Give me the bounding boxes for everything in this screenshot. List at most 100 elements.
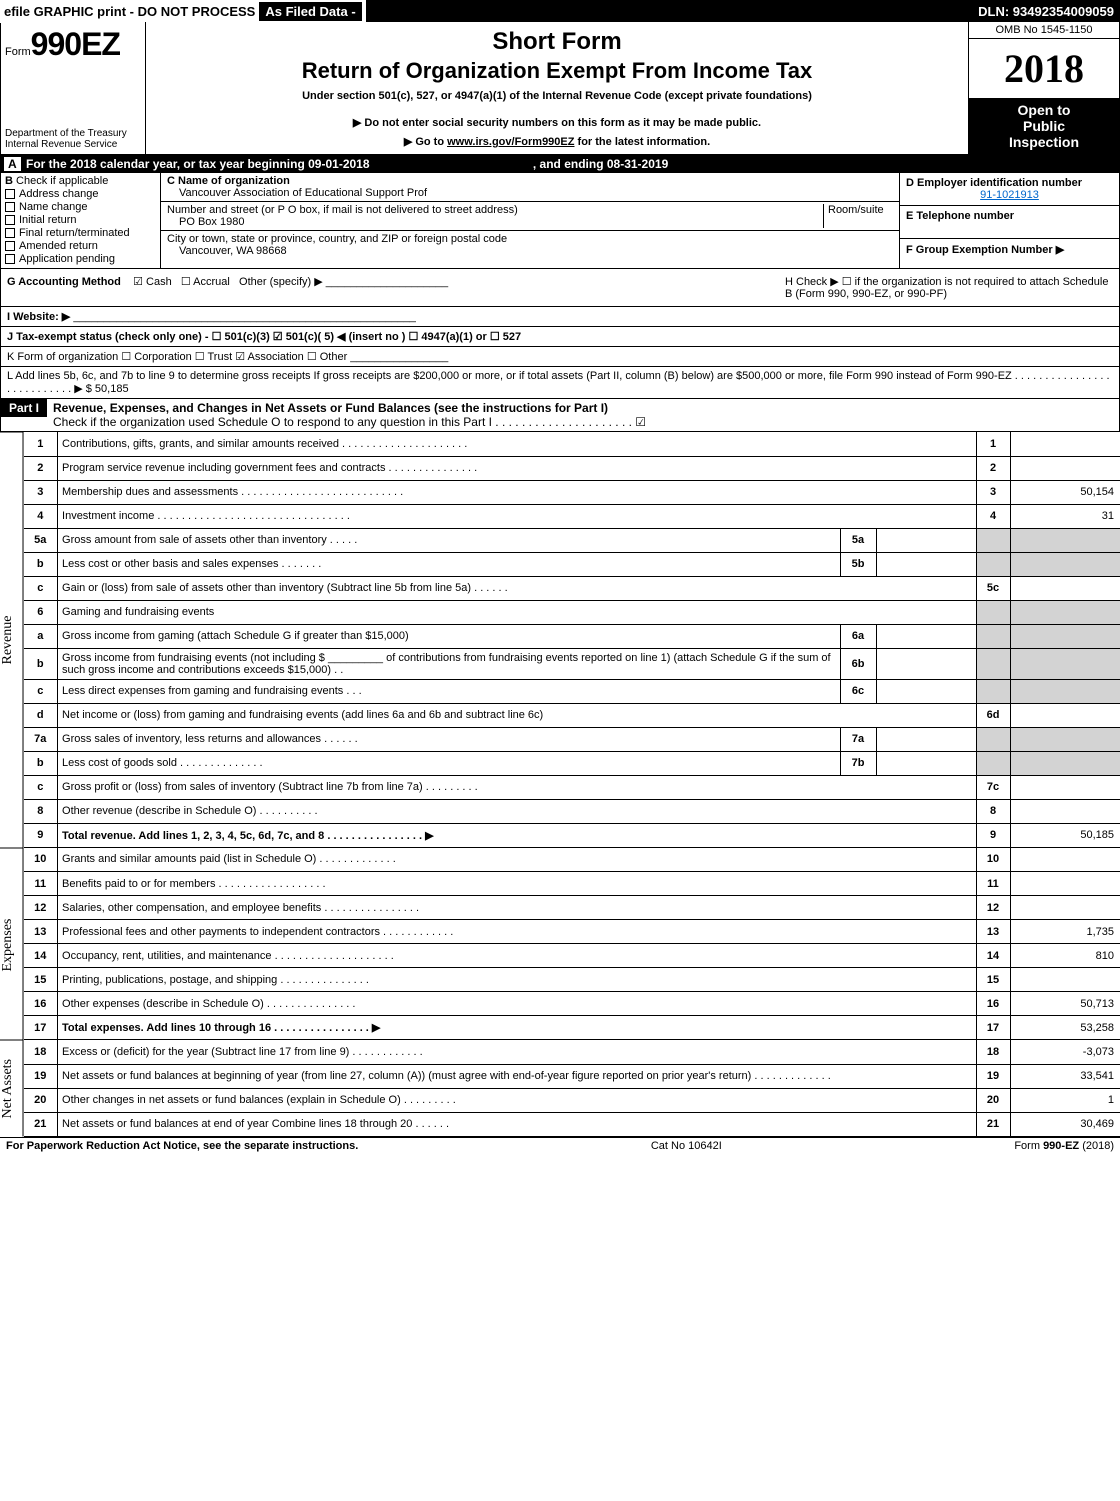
line-5c: cGain or (loss) from sale of assets othe…: [24, 576, 1120, 600]
year: 2018: [969, 39, 1119, 98]
line-15: 15Printing, publications, postage, and s…: [24, 968, 1120, 992]
dept2: Internal Revenue Service: [5, 139, 141, 150]
chk-pending[interactable]: Application pending: [5, 253, 156, 265]
d-col: D Employer identification number 91-1021…: [899, 173, 1119, 268]
c-city-row: City or town, state or province, country…: [161, 231, 899, 259]
line-12: 12Salaries, other compensation, and empl…: [24, 896, 1120, 920]
open2: Public: [973, 118, 1115, 134]
part1-row: Part I Revenue, Expenses, and Changes in…: [0, 399, 1120, 432]
c-addr: PO Box 1980: [167, 216, 244, 228]
net-table: 18Excess or (deficit) for the year (Subt…: [24, 1040, 1120, 1137]
line-7b: bLess cost of goods sold . . . . . . . .…: [24, 751, 1120, 775]
expenses-table: 10Grants and similar amounts paid (list …: [24, 848, 1120, 1041]
c-name-row: C Name of organization Vancouver Associa…: [161, 173, 899, 202]
side-expenses: Expenses: [0, 848, 24, 1041]
sub2: ▶ Do not enter social security numbers o…: [156, 116, 958, 129]
asfiled-text: As Filed Data -: [259, 2, 361, 21]
g-label: G Accounting Method: [7, 276, 121, 288]
dept: Department of the Treasury Internal Reve…: [5, 128, 141, 150]
chk-address[interactable]: Address change: [5, 188, 156, 200]
footer-right: Form 990-EZ (2018): [1014, 1140, 1114, 1152]
line-14: 14Occupancy, rent, utilities, and mainte…: [24, 944, 1120, 968]
g-accrual[interactable]: ☐ Accrual: [181, 276, 230, 288]
c-city: Vancouver, WA 98668: [167, 245, 893, 257]
revenue-table: 1Contributions, gifts, grants, and simil…: [24, 432, 1120, 848]
c-addr-label: Number and street (or P O box, if mail i…: [167, 204, 518, 216]
efile-label: efile GRAPHIC print - DO NOT PROCESS As …: [0, 0, 366, 23]
e-label: E Telephone number: [906, 210, 1113, 222]
f-group: F Group Exemption Number ▶: [900, 239, 1119, 260]
form-title-cell: Form990EZ Department of the Treasury Int…: [1, 22, 146, 154]
line-17: 17Total expenses. Add lines 10 through 1…: [24, 1016, 1120, 1040]
part1-check: Check if the organization used Schedule …: [53, 415, 646, 429]
open-box: Open to Public Inspection: [969, 98, 1119, 154]
cal-year-row: A For the 2018 calendar year, or tax yea…: [0, 155, 1120, 173]
sub1: Under section 501(c), 527, or 4947(a)(1)…: [156, 90, 958, 102]
short-form: Short Form: [156, 28, 958, 56]
l-label: L Add lines 5b, 6c, and 7b to line 9 to …: [7, 370, 1110, 395]
line-6c: cLess direct expenses from gaming and fu…: [24, 679, 1120, 703]
b-col: B Check if applicable Address change Nam…: [1, 173, 161, 268]
d-val[interactable]: 91-1021913: [906, 189, 1113, 201]
top-bar: efile GRAPHIC print - DO NOT PROCESS As …: [0, 0, 1120, 22]
efile-text: efile GRAPHIC print - DO NOT PROCESS: [4, 4, 255, 19]
chk-amended[interactable]: Amended return: [5, 240, 156, 252]
ending-text: , and ending 08-31-2019: [533, 157, 668, 171]
line-1: 1Contributions, gifts, grants, and simil…: [24, 432, 1120, 456]
expenses-block: Expenses 10Grants and similar amounts pa…: [0, 848, 1120, 1041]
dept1: Department of the Treasury: [5, 128, 141, 139]
bcdef-grid: B Check if applicable Address change Nam…: [0, 173, 1120, 269]
open1: Open to: [973, 102, 1115, 118]
chk-name[interactable]: Name change: [5, 201, 156, 213]
chk-final[interactable]: Final return/terminated: [5, 227, 156, 239]
line-5a: 5aGross amount from sale of assets other…: [24, 528, 1120, 552]
cal-year-text: For the 2018 calendar year, or tax year …: [26, 157, 370, 171]
e-phone: E Telephone number: [900, 206, 1119, 239]
g-cell: G Accounting Method ☑ Cash ☐ Accrual Oth…: [1, 269, 779, 306]
line-8: 8Other revenue (describe in Schedule O) …: [24, 799, 1120, 823]
chk-initial[interactable]: Initial return: [5, 214, 156, 226]
line-19: 19Net assets or fund balances at beginni…: [24, 1064, 1120, 1088]
line-18: 18Excess or (deficit) for the year (Subt…: [24, 1040, 1120, 1064]
revenue-block: Revenue 1Contributions, gifts, grants, a…: [0, 432, 1120, 848]
c-name-label: C Name of organization: [167, 175, 893, 187]
j-row: J Tax-exempt status (check only one) - ☐…: [0, 327, 1120, 347]
i-row: I Website: ▶ ___________________________…: [0, 307, 1120, 327]
line-5b: bLess cost or other basis and sales expe…: [24, 552, 1120, 576]
c-room: Room/suite: [823, 204, 893, 228]
side-net: Net Assets: [0, 1040, 24, 1137]
line-2: 2Program service revenue including gover…: [24, 456, 1120, 480]
open3: Inspection: [973, 134, 1115, 150]
form-num: 990EZ: [31, 26, 120, 62]
d-label: D Employer identification number: [906, 177, 1113, 189]
i-label: I Website: ▶: [7, 311, 70, 323]
h-cell: H Check ▶ ☐ if the organization is not r…: [779, 269, 1119, 306]
letter-a: A: [4, 157, 21, 171]
g-other[interactable]: Other (specify) ▶: [239, 276, 323, 288]
line-3: 3Membership dues and assessments . . . .…: [24, 480, 1120, 504]
part1-title: Revenue, Expenses, and Changes in Net As…: [53, 401, 608, 415]
part1-label: Part I: [1, 399, 47, 417]
line-10: 10Grants and similar amounts paid (list …: [24, 848, 1120, 872]
sub3: ▶ Go to www.irs.gov/Form990EZ for the la…: [156, 135, 958, 148]
side-revenue: Revenue: [0, 432, 24, 848]
irs-link[interactable]: www.irs.gov/Form990EZ: [447, 136, 574, 148]
k-label: K Form of organization ☐ Corporation ☐ T…: [7, 351, 347, 363]
f-label: F Group Exemption Number ▶: [906, 243, 1113, 256]
line-4: 4Investment income . . . . . . . . . . .…: [24, 504, 1120, 528]
b-label: B Check if applicable: [5, 175, 156, 187]
netassets-block: Net Assets 18Excess or (deficit) for the…: [0, 1040, 1120, 1137]
footer-left: For Paperwork Reduction Act Notice, see …: [6, 1140, 358, 1152]
form-header: Form990EZ Department of the Treasury Int…: [0, 22, 1120, 155]
g-cash[interactable]: ☑ Cash: [133, 276, 172, 288]
footer-mid: Cat No 10642I: [651, 1140, 722, 1152]
form-prefix: Form: [5, 46, 31, 58]
line-6: 6Gaming and fundraising events: [24, 600, 1120, 624]
gh-row: G Accounting Method ☑ Cash ☐ Accrual Oth…: [0, 269, 1120, 307]
line-11: 11Benefits paid to or for members . . . …: [24, 872, 1120, 896]
line-6d: dNet income or (loss) from gaming and fu…: [24, 703, 1120, 727]
line-6a: aGross income from gaming (attach Schedu…: [24, 624, 1120, 648]
dln: DLN: 93492354009059: [978, 4, 1120, 19]
c-addr-row: Number and street (or P O box, if mail i…: [161, 202, 899, 231]
d-ein: D Employer identification number 91-1021…: [900, 173, 1119, 206]
